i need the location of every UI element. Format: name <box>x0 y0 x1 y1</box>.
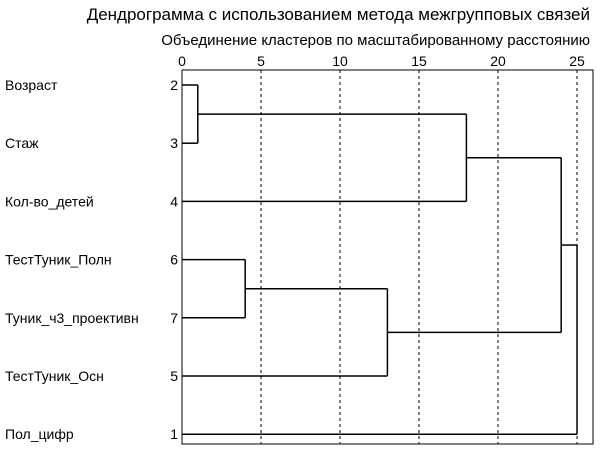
leaf-label: Кол-во_детей <box>5 193 94 209</box>
leaf-number: 6 <box>170 252 178 268</box>
plot-frame <box>181 69 594 445</box>
leaf-label: Возраст <box>5 77 58 93</box>
leaf-number: 2 <box>170 77 178 93</box>
chart-title: Дендрограмма с использованием метода меж… <box>87 5 590 24</box>
x-tick-label-0: 0 <box>178 53 186 69</box>
leaf-label: Туник_ч3_проективн <box>5 310 139 326</box>
leaf-labels: Возраст 2 Стаж 3 Кол-во_детей 4 ТестТуник_Полн… <box>5 77 178 442</box>
leaf-label: ТестТуник_Полн <box>5 252 112 268</box>
x-axis: 0 5 10 15 20 25 <box>178 53 585 69</box>
merge-link <box>182 84 199 144</box>
dendrogram-tree <box>182 84 578 435</box>
x-tick-label-5: 5 <box>257 53 265 69</box>
leaf-number: 7 <box>170 310 178 326</box>
leaf-number: 1 <box>170 426 178 442</box>
merge-link <box>182 287 389 377</box>
leaf-label: Стаж <box>5 135 39 151</box>
merge-link <box>182 113 468 203</box>
grid-lines <box>260 70 578 444</box>
merge-link <box>182 244 578 435</box>
x-tick-label-20: 20 <box>490 53 506 69</box>
leaf-label: Пол_цифр <box>5 426 74 442</box>
merge-link <box>387 157 562 334</box>
leaf-number: 5 <box>170 368 178 384</box>
x-tick-label-15: 15 <box>411 53 427 69</box>
x-tick-label-25: 25 <box>569 53 585 69</box>
chart-subtitle: Объединение кластеров по масштабированно… <box>161 32 590 49</box>
x-tick-label-10: 10 <box>332 53 348 69</box>
merge-link <box>182 258 246 319</box>
leaf-number: 3 <box>170 135 178 151</box>
leaf-label: ТестТуник_Осн <box>5 368 104 384</box>
leaf-number: 4 <box>170 193 178 209</box>
